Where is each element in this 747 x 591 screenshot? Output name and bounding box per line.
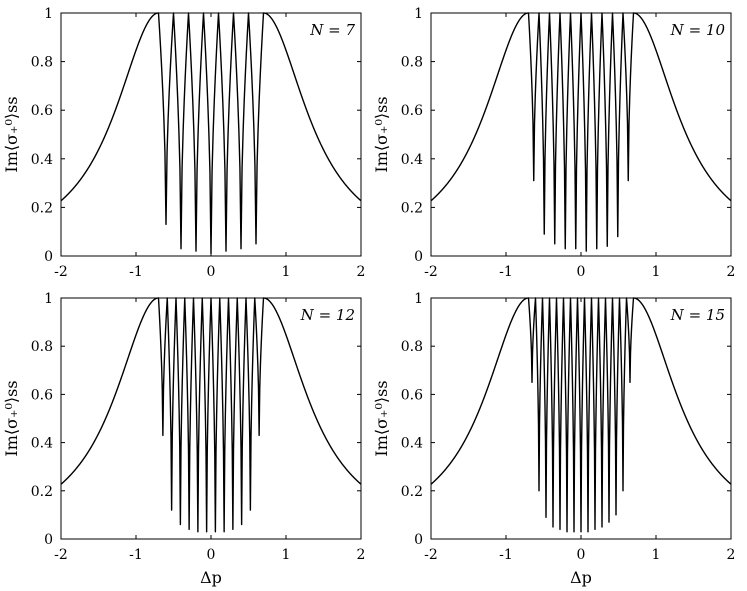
x-tick-label: 1 <box>652 547 661 563</box>
panel-label: N = 10 <box>670 21 726 39</box>
x-axis-label: Δp <box>200 568 222 587</box>
panel-label: N = 7 <box>309 21 355 39</box>
y-tick-label: 0.4 <box>401 436 423 452</box>
series-line-4 <box>430 297 732 533</box>
x-tick-label: 0 <box>577 264 586 280</box>
y-axis-label: Im⟨σ₊⁰⟩ss <box>372 96 391 172</box>
series-line-2 <box>430 12 732 252</box>
x-tick-label: -1 <box>499 264 513 280</box>
series-line-1 <box>60 12 362 255</box>
y-tick-label: 0 <box>414 249 423 265</box>
y-tick-label: 0.8 <box>401 55 423 71</box>
y-tick-label: 0.2 <box>31 200 53 216</box>
y-tick-label: 0.4 <box>31 436 53 452</box>
y-tick-label: 0 <box>44 532 53 548</box>
y-tick-label: 0.6 <box>401 387 423 403</box>
x-tick-label: 1 <box>652 264 661 280</box>
x-tick-label: 1 <box>282 264 291 280</box>
x-tick-label: -1 <box>129 547 143 563</box>
y-tick-label: 1 <box>44 291 53 307</box>
x-tick-label: 2 <box>357 264 366 280</box>
y-tick-label: 0.6 <box>401 103 423 119</box>
x-axis-label: Δp <box>570 568 592 587</box>
y-axis-label: Im⟨σ₊⁰⟩ss <box>2 380 21 456</box>
y-tick-label: 0.2 <box>31 484 53 500</box>
y-tick-label: 0 <box>44 249 53 265</box>
y-tick-label: 0.4 <box>401 152 423 168</box>
x-tick-label: -2 <box>424 547 438 563</box>
y-axis-label: Im⟨σ₊⁰⟩ss <box>372 380 391 456</box>
y-axis-label: Im⟨σ₊⁰⟩ss <box>2 96 21 172</box>
panel-label: N = 12 <box>300 306 355 324</box>
x-tick-label: 2 <box>727 547 736 563</box>
x-tick-label: 0 <box>577 547 586 563</box>
y-tick-label: 1 <box>414 291 423 307</box>
y-tick-label: 0 <box>414 532 423 548</box>
y-tick-label: 0.8 <box>31 339 53 355</box>
y-tick-label: 0.2 <box>401 484 423 500</box>
x-tick-label: -1 <box>499 547 513 563</box>
y-tick-label: 0.6 <box>31 103 53 119</box>
panel-label: N = 15 <box>670 306 725 324</box>
x-tick-label: -2 <box>54 547 68 563</box>
x-tick-label: -2 <box>54 264 68 280</box>
x-tick-label: -1 <box>129 264 143 280</box>
x-tick-label: 1 <box>282 547 291 563</box>
series-line-3 <box>60 297 362 533</box>
x-tick-label: 2 <box>357 547 366 563</box>
y-tick-label: 0.8 <box>31 55 53 71</box>
x-tick-label: -2 <box>424 264 438 280</box>
y-tick-label: 0.8 <box>401 339 423 355</box>
y-tick-label: 1 <box>44 6 53 22</box>
x-tick-label: 0 <box>207 264 216 280</box>
y-tick-label: 0.2 <box>401 200 423 216</box>
x-tick-label: 2 <box>727 264 736 280</box>
y-tick-label: 1 <box>414 6 423 22</box>
x-tick-label: 0 <box>207 547 216 563</box>
y-tick-label: 0.6 <box>31 387 53 403</box>
y-tick-label: 0.4 <box>31 152 53 168</box>
